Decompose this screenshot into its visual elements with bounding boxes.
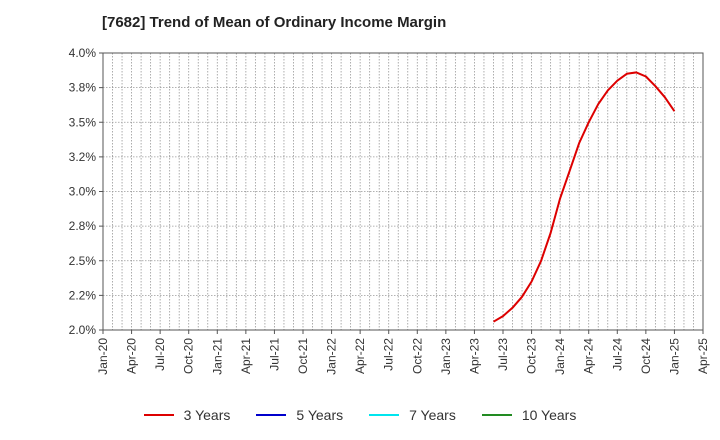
x-tick-label: Oct-21 [296, 338, 310, 374]
y-tick-label: 4.0% [69, 46, 97, 60]
legend: 3 Years 5 Years 7 Years 10 Years [0, 405, 720, 425]
x-tick-label: Oct-22 [410, 338, 424, 374]
x-tick-label: Oct-20 [182, 338, 196, 374]
y-tick-label: 2.0% [69, 323, 97, 337]
x-tick-label: Apr-24 [582, 338, 596, 374]
x-tick-label: Jul-24 [610, 338, 624, 371]
x-tick-label: Apr-23 [467, 338, 481, 374]
x-tick-label: Jul-22 [382, 338, 396, 371]
legend-item: 7 Years [369, 407, 456, 423]
legend-swatch [369, 414, 400, 416]
y-tick-label: 3.5% [69, 115, 97, 129]
legend-item: 10 Years [481, 407, 577, 423]
x-tick-label: Apr-20 [125, 338, 139, 374]
legend-item: 5 Years [256, 407, 343, 423]
x-tick-label: Jul-23 [496, 338, 510, 371]
y-axis: 2.0% 2.2% 2.5% 2.8% 3.0% 3.2% 3.5% 3.8% 4.0% [69, 46, 103, 337]
legend-label: 7 Years [409, 407, 456, 423]
legend-label: 5 Years [296, 407, 344, 423]
grid [103, 53, 703, 330]
legend-item: 3 Years [143, 407, 231, 423]
y-tick-label: 2.5% [69, 254, 97, 268]
x-tick-label: Jan-20 [96, 338, 110, 375]
legend-label: 3 Years [183, 407, 231, 423]
y-tick-label: 3.8% [69, 81, 97, 95]
legend-swatch [256, 414, 287, 416]
chart-title: [7682] Trend of Mean of Ordinary Income … [102, 14, 447, 31]
x-tick-label: Oct-24 [639, 338, 653, 374]
legend-label: 10 Years [521, 407, 577, 423]
series [492, 71, 676, 323]
x-tick-label: Apr-21 [239, 338, 253, 374]
legend-swatch [143, 414, 174, 416]
x-tick-label: Jan-24 [553, 338, 567, 375]
y-tick-label: 2.8% [69, 219, 97, 233]
y-tick-label: 3.0% [69, 185, 97, 199]
x-tick-label: Jul-20 [153, 338, 167, 371]
x-tick-label: Jan-25 [667, 338, 681, 375]
x-tick-label: Jan-21 [210, 338, 224, 375]
series-line [492, 71, 676, 323]
x-tick-label: Jan-23 [439, 338, 453, 375]
x-tick-label: Jan-22 [325, 338, 339, 375]
x-tick-label: Apr-25 [696, 338, 710, 374]
x-tick-label: Oct-23 [525, 338, 539, 374]
x-axis: Jan-20 Apr-20 Jul-20 Oct-20 Jan-21 Apr-21 Jul-… [96, 330, 710, 375]
x-tick-label: Apr-22 [353, 338, 367, 374]
x-tick-label: Jul-21 [267, 338, 281, 371]
legend-swatch [481, 414, 512, 416]
y-tick-label: 3.2% [69, 150, 97, 164]
y-tick-label: 2.2% [69, 288, 97, 302]
